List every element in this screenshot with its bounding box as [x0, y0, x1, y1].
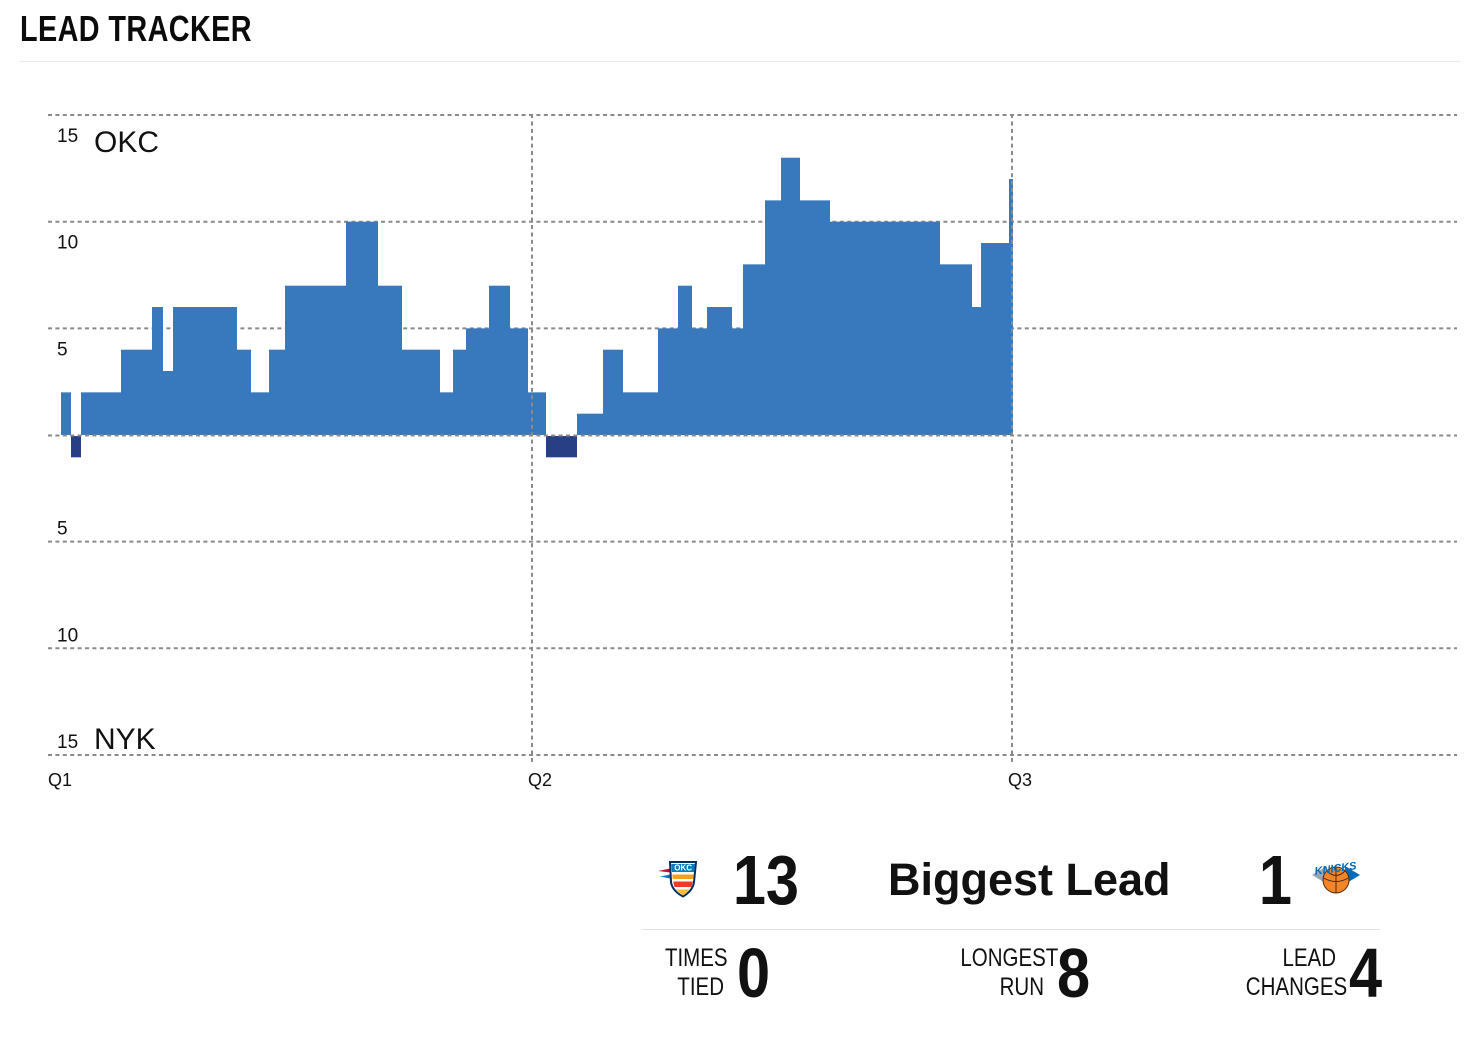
- ny-knicks-logo-icon: KNICKS: [1312, 854, 1360, 903]
- lead-bar: [121, 349, 152, 435]
- biggest-lead-label: Biggest Lead: [888, 854, 1171, 905]
- lead-bar: [378, 285, 402, 435]
- y-tick-label-bottom: 15: [57, 732, 78, 753]
- lead-bar: [528, 392, 546, 435]
- lead-bar: [402, 349, 440, 435]
- lead-bar: [237, 349, 251, 435]
- y-tick-label-top: 15: [57, 126, 78, 147]
- y-tick-label-bottom: 5: [57, 519, 68, 540]
- lead-bar: [765, 200, 781, 435]
- lead-bar: [61, 392, 71, 435]
- stat-lead-changes: LEAD CHANGES 4: [1226, 934, 1388, 1012]
- lead-bar: [707, 307, 732, 435]
- lead-bar: [489, 285, 510, 435]
- times-tied-value: 0: [737, 934, 771, 1012]
- knicks-logo-text: KNICKS: [1314, 860, 1358, 878]
- lead-bar: [81, 392, 121, 435]
- okc-logo-stripe-orange: [672, 874, 694, 879]
- knicks-logo-seams: [1323, 867, 1349, 893]
- lead-bar: [152, 307, 163, 435]
- y-tick-label-top: 10: [57, 233, 78, 254]
- title-divider: [20, 61, 1460, 62]
- lead-bar: [981, 243, 1009, 435]
- lead-bar: [603, 349, 623, 435]
- longest-run-label: LONGEST RUN: [960, 944, 1058, 1002]
- lead-changes-label: LEAD CHANGES: [1246, 944, 1347, 1002]
- stat-times-tied: TIMES TIED 0: [652, 934, 776, 1012]
- nyk-biggest-lead-value-wrap: 1: [1240, 841, 1310, 919]
- okc-logo-flare-red: [658, 868, 670, 873]
- lead-bar: [623, 392, 658, 435]
- lead-bar: [830, 221, 940, 435]
- y-tick-label-top: 5: [57, 339, 68, 360]
- team-label-nyk: NYK: [94, 723, 156, 756]
- times-tied-line2: TIED: [677, 973, 724, 1001]
- lead-bar: [251, 392, 269, 435]
- lead-bar: [453, 349, 466, 435]
- team-label-okc: OKC: [94, 126, 159, 159]
- lead-bar: [173, 307, 237, 435]
- lead-bar: [658, 328, 678, 435]
- lead-changes-line2: CHANGES: [1245, 973, 1348, 1001]
- x-tick-label: Q2: [528, 770, 552, 790]
- stat-longest-run: LONGEST RUN 8: [942, 934, 1096, 1012]
- lead-bar: [71, 436, 81, 458]
- x-tick-label: Q3: [1008, 770, 1032, 790]
- lead-bar: [800, 200, 830, 435]
- okc-logo-band: [671, 864, 695, 872]
- longest-run-line2: RUN: [999, 973, 1044, 1001]
- lead-bar: [440, 392, 453, 435]
- lead-bar: [285, 285, 346, 435]
- okc-logo-flare-blue: [660, 874, 670, 879]
- times-tied-line1: TIMES: [664, 944, 728, 972]
- lead-bar: [346, 221, 378, 435]
- lead-changes-value: 4: [1349, 934, 1383, 1012]
- lead-bar: [781, 157, 800, 435]
- lead-bar: [546, 436, 577, 458]
- lead-bar: [678, 285, 692, 435]
- lead-bar: [577, 413, 603, 435]
- lead-bar: [743, 264, 765, 435]
- okc-logo-stripe-yellow: [676, 889, 690, 896]
- okc-thunder-logo-icon: OKC: [658, 858, 698, 905]
- lead-bar: [940, 264, 972, 435]
- lead-bar: [269, 349, 285, 435]
- lead-bar: [692, 328, 707, 435]
- lead-changes-line1: LEAD: [1282, 944, 1336, 972]
- x-tick-label: Q1: [48, 770, 72, 790]
- lead-tracker-chart: 5 5 10 10 15 15 OKC NYK Q1 Q2 Q3: [48, 114, 1457, 790]
- lead-bar: [510, 328, 528, 435]
- times-tied-label: TIMES TIED: [665, 944, 728, 1002]
- page-title: LEAD TRACKER: [20, 8, 252, 49]
- longest-run-value: 8: [1057, 934, 1091, 1012]
- okc-biggest-lead-value: 13: [732, 841, 800, 919]
- okc-biggest-lead-value-wrap: 13: [696, 841, 836, 919]
- okc-logo-stripe-red: [673, 881, 693, 887]
- lead-bar: [972, 307, 981, 435]
- y-tick-label-bottom: 10: [57, 625, 78, 646]
- stats-divider: [642, 929, 1380, 930]
- nyk-biggest-lead-value: 1: [1258, 841, 1292, 919]
- lead-bar: [466, 328, 489, 435]
- longest-run-line1: LONGEST: [960, 944, 1059, 972]
- okc-logo-text: OKC: [674, 864, 692, 873]
- lead-bar: [732, 328, 743, 435]
- lead-bar: [163, 371, 173, 435]
